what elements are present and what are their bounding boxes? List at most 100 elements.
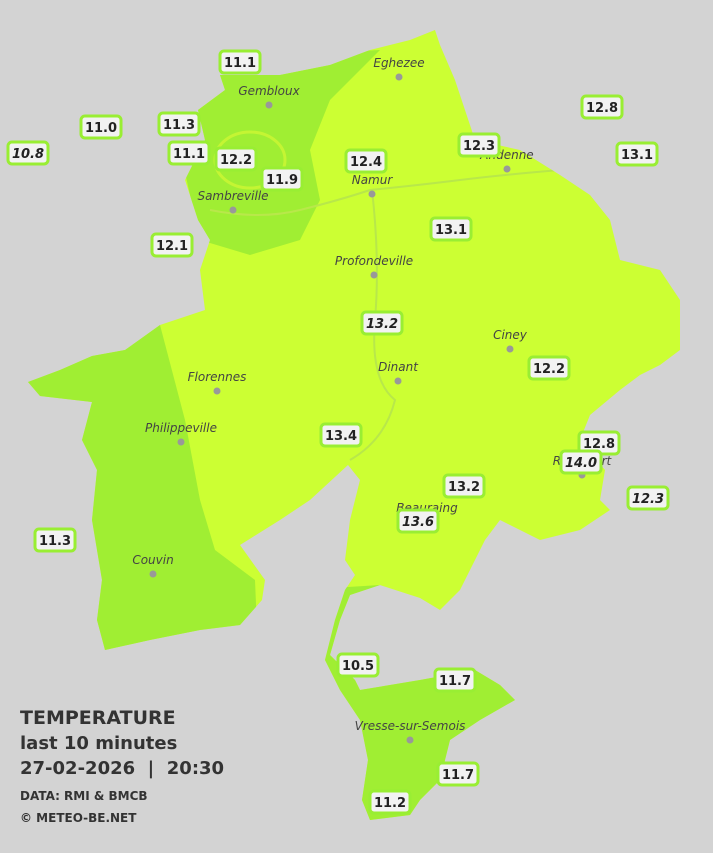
station-value: 12.4	[350, 155, 382, 170]
city-dot	[406, 736, 414, 744]
city-label: Dinant	[378, 360, 419, 374]
station: 12.2	[527, 355, 571, 381]
station-value: 11.7	[442, 768, 474, 783]
city-label: Namur	[352, 173, 394, 187]
station-box	[6, 140, 50, 166]
legend-source: DATA: RMI & BMCB	[20, 789, 148, 803]
station-value: 12.1	[156, 239, 188, 254]
city-dot	[506, 345, 514, 353]
station: 13.2	[360, 310, 404, 336]
station-box	[344, 148, 388, 174]
station-box	[442, 473, 486, 499]
station: 11.7	[436, 761, 480, 787]
city-label: Vresse-sur-Semois	[355, 719, 466, 733]
city-dot	[229, 206, 237, 214]
station-value: 11.3	[163, 118, 195, 133]
city-dot	[395, 73, 403, 81]
station: 13.4	[319, 422, 363, 448]
station: 11.3	[157, 111, 201, 137]
station: 12.8	[580, 94, 624, 120]
station: 13.6	[396, 508, 440, 534]
station: 11.1	[167, 140, 211, 166]
city-label: Sambreville	[197, 189, 268, 203]
station: 12.3	[457, 132, 501, 158]
city-label: Philippeville	[145, 421, 217, 435]
station-value: 14.0	[565, 456, 597, 471]
legend-title: TEMPERATURE	[20, 707, 176, 729]
station-value: 11.2	[374, 796, 406, 811]
station: 11.1	[218, 49, 262, 75]
station-value: 10.5	[342, 659, 374, 674]
city-label: Couvin	[132, 553, 173, 567]
station: 12.1	[150, 232, 194, 258]
station: 14.0	[559, 449, 603, 475]
station-box	[368, 789, 412, 815]
stations: 11.1 11.0 10.8 11.3 11.1 12.2 11.9 12.4 12.3 12.8…	[6, 49, 670, 815]
station-box	[218, 49, 262, 75]
city-label: Gembloux	[238, 84, 300, 98]
zone-north	[180, 50, 380, 255]
station: 10.8	[6, 140, 50, 166]
station-value: 12.3	[463, 139, 495, 154]
station-value: 13.1	[435, 223, 467, 238]
city-dot	[265, 101, 273, 109]
station-box	[157, 111, 201, 137]
station-box	[79, 114, 123, 140]
station-box	[626, 485, 670, 511]
station-value: 11.0	[85, 121, 117, 136]
station-box	[396, 508, 440, 534]
station-value: 11.3	[39, 534, 71, 549]
legend-datetime: 27-02-2026 | 20:30	[20, 758, 224, 779]
station: 11.9	[260, 166, 304, 192]
station: 10.5	[336, 652, 380, 678]
station-box	[429, 216, 473, 242]
station-box	[457, 132, 501, 158]
legend-credit: © METEO-BE.NET	[20, 811, 137, 825]
station-box	[167, 140, 211, 166]
city-dot	[177, 438, 185, 446]
station: 13.1	[429, 216, 473, 242]
station: 12.4	[344, 148, 388, 174]
station-value: 13.4	[325, 429, 357, 444]
station-box	[260, 166, 304, 192]
station-box	[319, 422, 363, 448]
city-dot	[394, 377, 402, 385]
city-label: Eghezee	[373, 56, 424, 70]
station-box	[580, 94, 624, 120]
station-box	[336, 652, 380, 678]
station-value: 11.1	[173, 147, 205, 162]
city-dot	[370, 271, 378, 279]
station-value: 11.9	[266, 173, 298, 188]
station-box	[615, 141, 659, 167]
station-value: 13.2	[366, 317, 398, 332]
station-box	[33, 527, 77, 553]
station: 11.7	[433, 667, 477, 693]
station-box	[527, 355, 571, 381]
station: 11.2	[368, 789, 412, 815]
station-value: 12.2	[220, 153, 252, 168]
station: 13.2	[442, 473, 486, 499]
city-label: Ciney	[493, 328, 528, 342]
station-value: 11.7	[439, 674, 471, 689]
station-value: 10.8	[12, 147, 44, 162]
river	[349, 189, 397, 461]
station-value: 11.1	[224, 56, 256, 71]
city-dot	[368, 190, 376, 198]
station-box	[559, 449, 603, 475]
city-label: Florennes	[188, 370, 247, 384]
city-dot	[149, 570, 157, 578]
station: 11.0	[79, 114, 123, 140]
station-box	[214, 146, 258, 172]
station-value: 12.2	[533, 362, 565, 377]
station-value: 12.3	[632, 492, 664, 507]
station: 13.1	[615, 141, 659, 167]
city-dot	[213, 387, 221, 395]
station: 11.3	[33, 527, 77, 553]
station-value: 12.8	[583, 437, 615, 452]
station: 12.2	[214, 146, 258, 172]
city-label: Profondeville	[335, 254, 413, 268]
station-value: 13.1	[621, 148, 653, 163]
station-box	[436, 761, 480, 787]
station-box	[360, 310, 404, 336]
